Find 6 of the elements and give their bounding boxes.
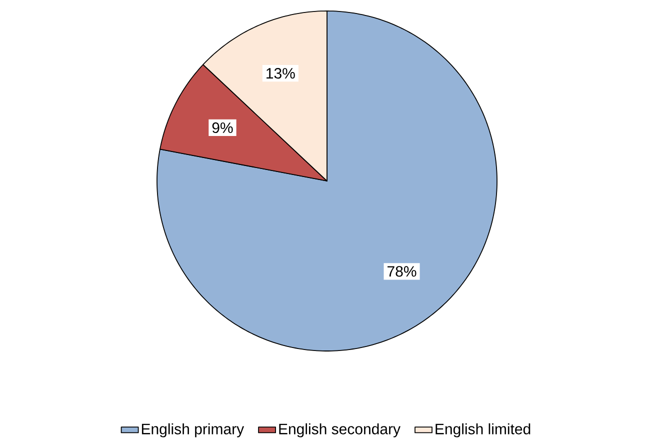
data-label: 78% (388, 266, 416, 277)
data-label: 9% (212, 122, 233, 134)
legend-label: English secondary (279, 423, 400, 438)
legend-label: English limited (436, 423, 530, 438)
legend-label: English primary (142, 423, 244, 438)
data-label: 13% (266, 68, 295, 79)
